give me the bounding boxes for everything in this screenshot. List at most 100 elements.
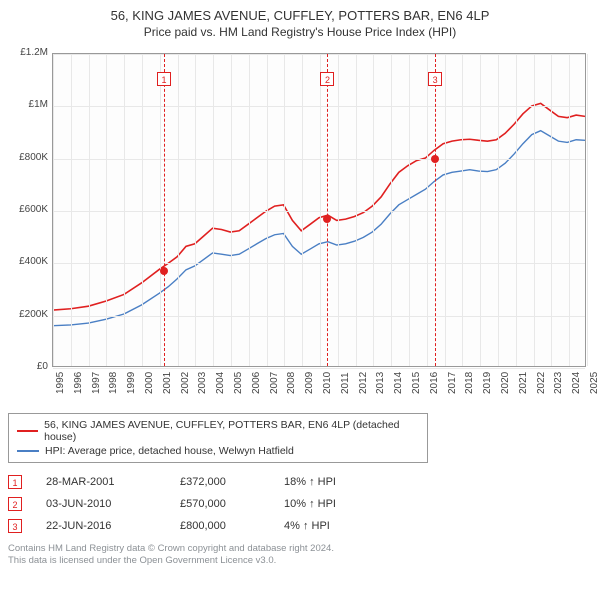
event-dot-1: [160, 267, 168, 275]
gridline-v: [284, 54, 285, 366]
gridline-v: [124, 54, 125, 366]
gridline-h: [53, 106, 585, 107]
event-hpi: 18% ↑ HPI: [284, 476, 374, 488]
x-tick-label: 2013: [375, 354, 386, 394]
gridline-v: [320, 54, 321, 366]
x-tick-label: 2002: [180, 354, 191, 394]
chart-subtitle: Price paid vs. HM Land Registry's House …: [8, 25, 592, 39]
gridline-v: [356, 54, 357, 366]
gridline-v: [338, 54, 339, 366]
event-date: 03-JUN-2010: [46, 498, 156, 510]
events-table: 128-MAR-2001£372,00018% ↑ HPI203-JUN-201…: [8, 471, 592, 537]
gridline-v: [498, 54, 499, 366]
x-tick-label: 2008: [286, 354, 297, 394]
gridline-v: [551, 54, 552, 366]
gridline-v: [106, 54, 107, 366]
event-row-badge: 1: [8, 475, 22, 489]
x-tick-label: 2015: [411, 354, 422, 394]
gridline-v: [534, 54, 535, 366]
event-row-badge: 3: [8, 519, 22, 533]
event-dot-3: [431, 155, 439, 163]
gridline-v: [302, 54, 303, 366]
y-tick-label: £200K: [8, 309, 48, 320]
y-tick-label: £600K: [8, 204, 48, 215]
gridline-h: [53, 316, 585, 317]
event-line-3: [435, 54, 436, 366]
event-badge-2: 2: [320, 72, 334, 86]
event-badge-1: 1: [157, 72, 171, 86]
series-line-1: [53, 131, 585, 326]
gridline-v: [53, 54, 54, 366]
gridline-v: [480, 54, 481, 366]
chart-lines-svg: [53, 54, 585, 366]
event-price: £372,000: [180, 476, 260, 488]
x-tick-label: 2020: [500, 354, 511, 394]
y-tick-label: £1M: [8, 99, 48, 110]
event-price: £800,000: [180, 520, 260, 532]
gridline-v: [231, 54, 232, 366]
gridline-v: [142, 54, 143, 366]
gridline-h: [53, 159, 585, 160]
x-tick-label: 2005: [233, 354, 244, 394]
x-tick-label: 2025: [589, 354, 600, 394]
legend: 56, KING JAMES AVENUE, CUFFLEY, POTTERS …: [8, 413, 428, 463]
x-tick-label: 1998: [108, 354, 119, 394]
event-hpi: 10% ↑ HPI: [284, 498, 374, 510]
legend-label: HPI: Average price, detached house, Welw…: [45, 445, 294, 457]
x-tick-label: 2023: [553, 354, 564, 394]
x-tick-label: 2009: [304, 354, 315, 394]
x-tick-label: 1997: [91, 354, 102, 394]
chart-container: £0£200K£400K£600K£800K£1M£1.2M 123 19951…: [8, 47, 592, 407]
x-tick-label: 2014: [393, 354, 404, 394]
legend-row-1: HPI: Average price, detached house, Welw…: [17, 444, 419, 458]
legend-row-0: 56, KING JAMES AVENUE, CUFFLEY, POTTERS …: [17, 418, 419, 444]
footnote-line-1: Contains HM Land Registry data © Crown c…: [8, 543, 592, 555]
y-tick-label: £400K: [8, 256, 48, 267]
gridline-v: [427, 54, 428, 366]
gridline-v: [587, 54, 588, 366]
x-tick-label: 2004: [215, 354, 226, 394]
event-price: £570,000: [180, 498, 260, 510]
y-tick-label: £800K: [8, 152, 48, 163]
gridline-v: [71, 54, 72, 366]
event-badge-3: 3: [428, 72, 442, 86]
x-tick-label: 2007: [269, 354, 280, 394]
event-hpi: 4% ↑ HPI: [284, 520, 374, 532]
x-tick-label: 1999: [126, 354, 137, 394]
x-tick-label: 2018: [464, 354, 475, 394]
x-tick-label: 2022: [536, 354, 547, 394]
footnote-line-2: This data is licensed under the Open Gov…: [8, 555, 592, 567]
x-tick-label: 2019: [482, 354, 493, 394]
gridline-v: [213, 54, 214, 366]
gridline-v: [409, 54, 410, 366]
gridline-v: [178, 54, 179, 366]
x-tick-label: 2011: [340, 354, 351, 394]
gridline-v: [160, 54, 161, 366]
legend-swatch: [17, 430, 38, 432]
gridline-h: [53, 211, 585, 212]
x-tick-label: 2006: [251, 354, 262, 394]
gridline-v: [267, 54, 268, 366]
x-tick-label: 2003: [197, 354, 208, 394]
x-tick-label: 2017: [447, 354, 458, 394]
event-row-1: 128-MAR-2001£372,00018% ↑ HPI: [8, 471, 592, 493]
event-row-badge: 2: [8, 497, 22, 511]
gridline-h: [53, 263, 585, 264]
footnote: Contains HM Land Registry data © Crown c…: [8, 543, 592, 568]
gridline-h: [53, 54, 585, 55]
gridline-v: [249, 54, 250, 366]
gridline-v: [195, 54, 196, 366]
plot-area: 1 2 3: [52, 53, 586, 367]
x-tick-label: 2012: [358, 354, 369, 394]
y-tick-label: £0: [8, 361, 48, 372]
x-tick-label: 2010: [322, 354, 333, 394]
legend-swatch: [17, 450, 39, 452]
event-row-3: 322-JUN-2016£800,0004% ↑ HPI: [8, 515, 592, 537]
gridline-v: [89, 54, 90, 366]
event-row-2: 2 03-JUN-2010 £570,000 10% ↑ HPI: [8, 493, 592, 515]
x-tick-label: 2021: [518, 354, 529, 394]
chart-title: 56, KING JAMES AVENUE, CUFFLEY, POTTERS …: [8, 8, 592, 23]
legend-label: 56, KING JAMES AVENUE, CUFFLEY, POTTERS …: [44, 419, 419, 443]
series-line-0: [53, 103, 585, 310]
gridline-v: [445, 54, 446, 366]
